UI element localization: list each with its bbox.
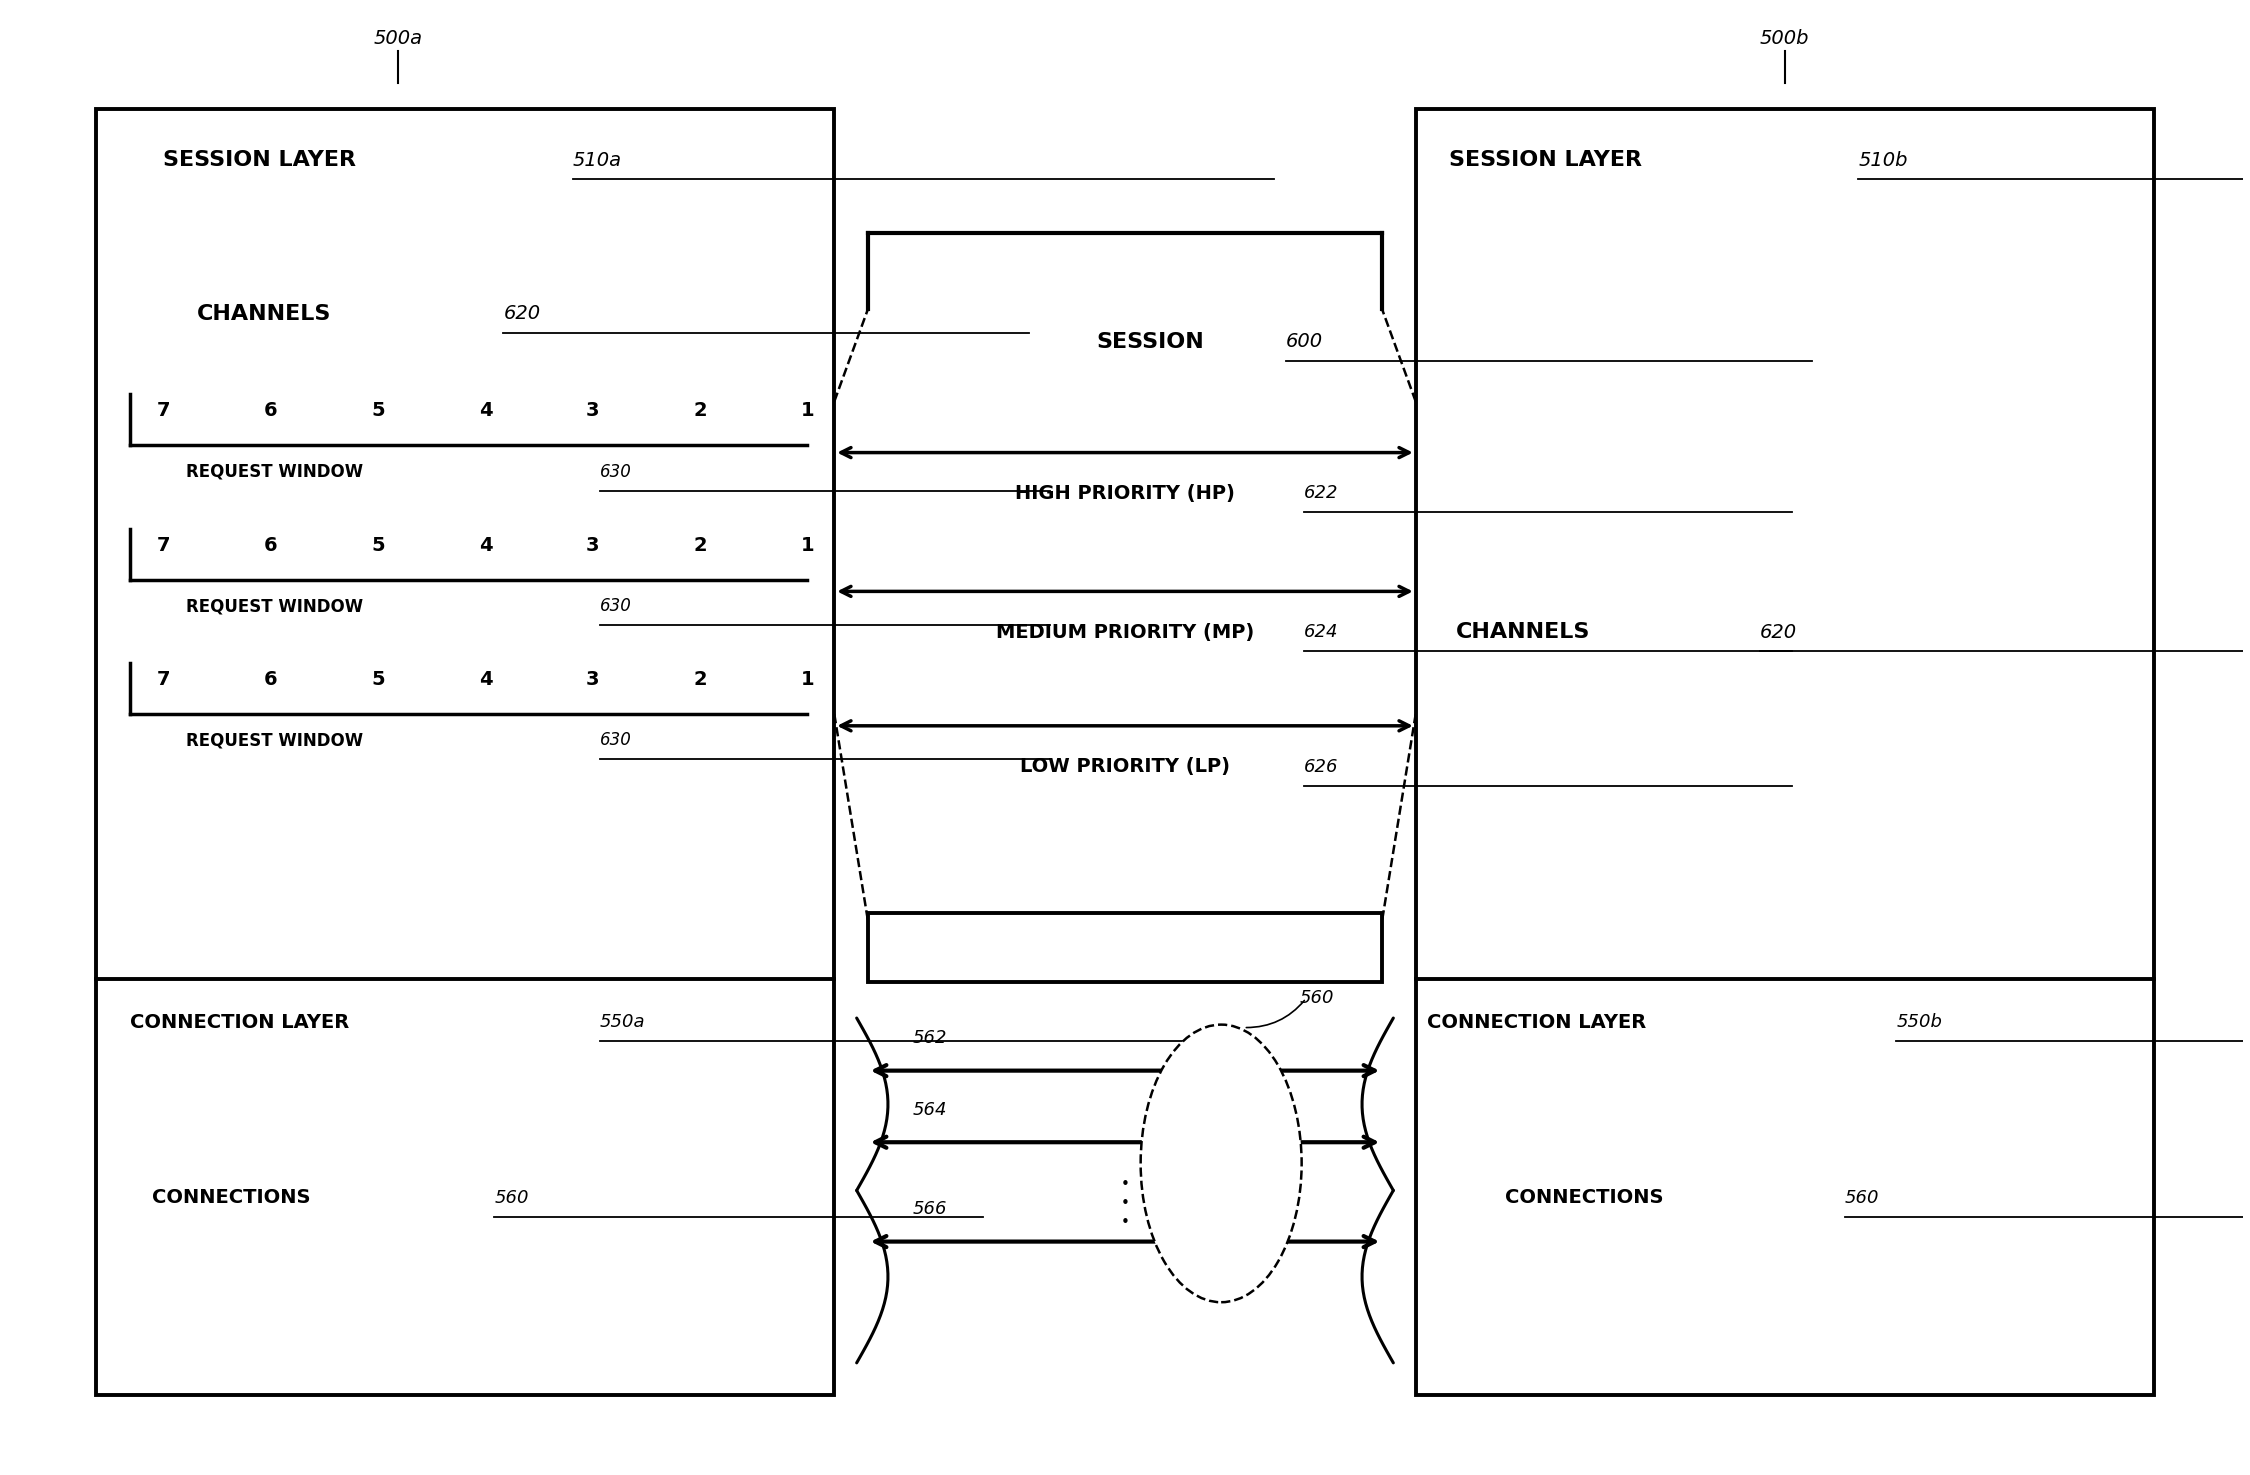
Text: SESSION: SESSION — [1096, 332, 1204, 351]
Text: LOW PRIORITY (LP): LOW PRIORITY (LP) — [1019, 757, 1231, 776]
Text: 2: 2 — [693, 401, 706, 420]
Text: 4: 4 — [479, 670, 493, 689]
Text: 2: 2 — [693, 535, 706, 555]
Text: 560: 560 — [1300, 990, 1334, 1007]
Text: 630: 630 — [598, 597, 632, 615]
Text: 500a: 500a — [374, 30, 423, 47]
Text: 5: 5 — [371, 670, 385, 689]
Text: 630: 630 — [598, 463, 632, 481]
Text: REQUEST WINDOW: REQUEST WINDOW — [187, 463, 362, 481]
Text: 510a: 510a — [574, 150, 621, 170]
Text: 624: 624 — [1305, 624, 1339, 642]
Text: CONNECTION LAYER: CONNECTION LAYER — [130, 1013, 349, 1032]
Text: 7: 7 — [158, 670, 171, 689]
Text: 550b: 550b — [1897, 1013, 1942, 1031]
Text: 6: 6 — [263, 535, 277, 555]
Text: CONNECTION LAYER: CONNECTION LAYER — [1426, 1013, 1647, 1032]
Text: 510b: 510b — [1858, 150, 1908, 170]
Text: 630: 630 — [598, 732, 632, 749]
Text: 2: 2 — [693, 670, 706, 689]
Bar — [97, 109, 835, 1395]
Text: 7: 7 — [158, 401, 171, 420]
Text: 560: 560 — [1845, 1189, 1879, 1207]
Text: 5: 5 — [371, 535, 385, 555]
Text: •: • — [1120, 1215, 1130, 1230]
Text: 6: 6 — [263, 401, 277, 420]
Text: SESSION LAYER: SESSION LAYER — [164, 150, 356, 170]
Ellipse shape — [1141, 1025, 1303, 1302]
Text: 566: 566 — [914, 1201, 947, 1218]
Text: 1: 1 — [801, 670, 814, 689]
Text: 620: 620 — [1760, 622, 1798, 642]
Text: SESSION LAYER: SESSION LAYER — [1449, 150, 1642, 170]
Text: •: • — [1120, 1177, 1130, 1192]
Text: 1: 1 — [801, 535, 814, 555]
Text: 6: 6 — [263, 670, 277, 689]
Text: 5: 5 — [371, 401, 385, 420]
Text: 1: 1 — [801, 401, 814, 420]
Text: 4: 4 — [479, 535, 493, 555]
Text: 550a: 550a — [598, 1013, 646, 1031]
Text: 500b: 500b — [1760, 30, 1809, 47]
Bar — [868, 913, 1382, 981]
Text: 3: 3 — [585, 535, 598, 555]
Text: 600: 600 — [1287, 332, 1323, 351]
Text: REQUEST WINDOW: REQUEST WINDOW — [187, 597, 362, 615]
Text: 3: 3 — [585, 670, 598, 689]
Text: CONNECTIONS: CONNECTIONS — [1505, 1189, 1663, 1207]
Text: 622: 622 — [1305, 484, 1339, 503]
Text: CHANNELS: CHANNELS — [198, 304, 331, 324]
Text: 3: 3 — [585, 401, 598, 420]
Text: HIGH PRIORITY (HP): HIGH PRIORITY (HP) — [1015, 484, 1235, 503]
Text: 562: 562 — [914, 1030, 947, 1047]
Text: REQUEST WINDOW: REQUEST WINDOW — [187, 732, 362, 749]
Text: CHANNELS: CHANNELS — [1456, 622, 1591, 642]
Bar — [1415, 109, 2153, 1395]
Text: 7: 7 — [158, 535, 171, 555]
Text: CONNECTIONS: CONNECTIONS — [153, 1189, 310, 1207]
Text: 564: 564 — [914, 1100, 947, 1120]
Text: MEDIUM PRIORITY (MP): MEDIUM PRIORITY (MP) — [997, 622, 1253, 642]
Text: •: • — [1120, 1196, 1130, 1211]
Text: 4: 4 — [479, 401, 493, 420]
Text: 620: 620 — [504, 304, 540, 323]
Text: 560: 560 — [495, 1189, 529, 1207]
Text: 626: 626 — [1305, 758, 1339, 776]
